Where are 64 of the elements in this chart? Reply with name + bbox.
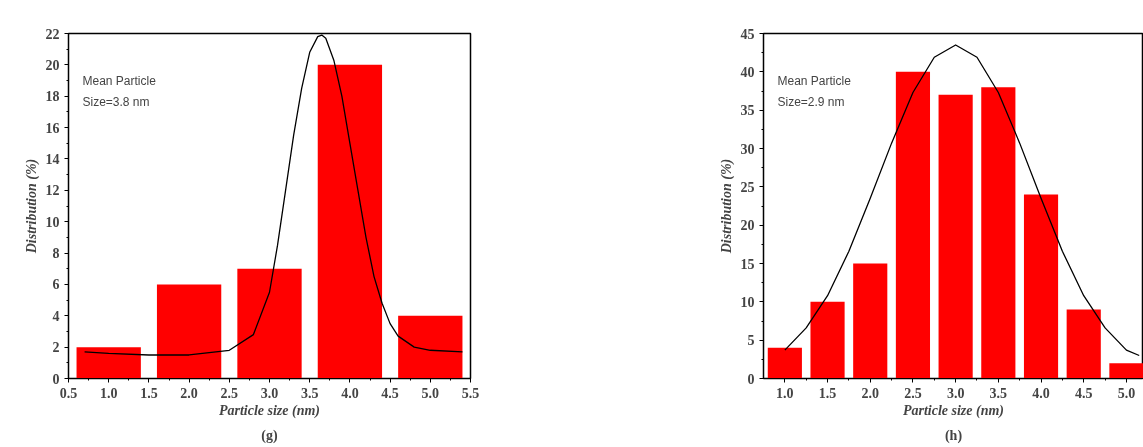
y-tick-label: 0 [52,371,60,387]
x-tick-label: 3.0 [260,385,279,401]
y-tick-label: 30 [740,141,755,157]
x-tick-label: 4.0 [341,385,359,401]
x-tick-label: 3.0 [946,385,965,401]
y-axis-title: Distribution (%) [23,158,40,255]
bar [1023,194,1059,379]
text: (h) [944,427,963,444]
y-tick-label: 20 [45,57,60,73]
bar [1109,363,1143,379]
y-tick-label: 18 [45,89,60,105]
bar [810,301,845,379]
x-tick-label: 5.0 [1117,385,1136,401]
y-tick-label: 10 [740,294,755,310]
y-tick-label: 10 [45,214,60,230]
x-tick-label: 4.5 [381,385,399,401]
y-tick-label: 5 [747,333,755,349]
bar [895,71,931,379]
bar [76,347,141,379]
y-tick-label: 45 [740,26,755,42]
bar [981,87,1016,379]
bar [767,347,802,379]
y-tick-label: 16 [45,120,60,136]
x-tick-label: 5.0 [421,385,440,401]
x-tick-label: 1.5 [818,385,837,401]
x-tick-label: 4.5 [1074,385,1093,401]
bar [938,94,973,379]
x-tick-label: 4.0 [1032,385,1050,401]
y-tick-label: 0 [747,371,755,387]
x-tick-label: 5.5 [461,385,480,401]
y-tick-label: 22 [45,26,60,42]
x-tick-label: 2.5 [904,385,922,401]
x-tick-label: 2.0 [861,385,879,401]
x-tick-label: 3.5 [300,385,319,401]
x-tick-label: 1.0 [99,385,118,401]
y-tick-label: 40 [740,64,755,80]
y-tick-label: 14 [45,151,60,167]
x-tick-label: 2.0 [180,385,198,401]
bar [853,263,888,379]
y-tick-label: 2 [52,340,60,356]
x-tick-label: 1.5 [140,385,158,401]
y-tick-label: 20 [740,218,755,234]
x-tick-label: 0.5 [59,385,78,401]
annotation: Mean Particle Size=3.8 nm [82,73,157,109]
x-tick-label: 1.0 [776,385,794,401]
x-tick-label: 3.5 [989,385,1008,401]
y-tick-label: 6 [52,277,60,293]
x-tick-label: 2.5 [220,385,239,401]
bar [156,284,222,379]
y-tick-label: 35 [740,103,755,119]
y-tick-label: 25 [740,179,755,195]
bar [317,64,383,379]
x-axis-title: Particle size (nm) [902,402,1005,419]
y-axis-title: Distribution (%) [718,158,735,255]
y-tick-label: 8 [52,246,60,262]
bar [1066,309,1101,379]
y-tick-label: 4 [52,308,60,324]
y-tick-label: 15 [740,256,755,272]
bar [398,315,463,379]
text: (g) [261,427,278,444]
y-tick-label: 12 [45,183,60,199]
bar [237,268,302,379]
x-axis-title: Particle size (nm) [218,402,321,419]
annotation: Mean Particle Size=2.9 nm [777,73,852,109]
